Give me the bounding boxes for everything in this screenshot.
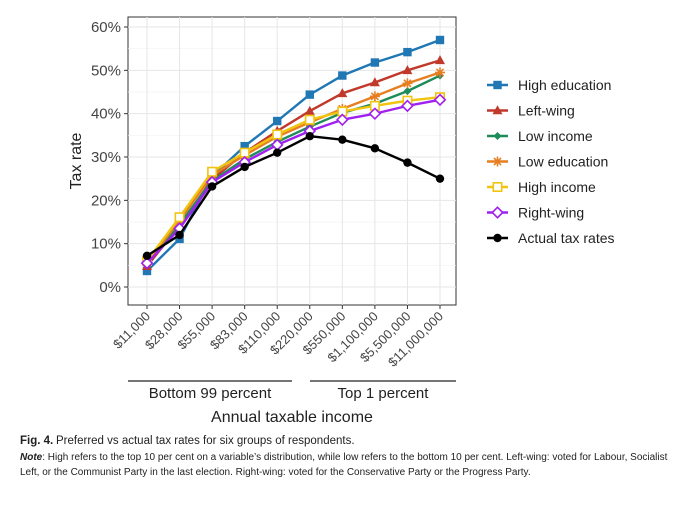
point-left-wing	[304, 105, 315, 115]
point-left-wing	[369, 77, 380, 87]
point-high-education	[370, 58, 380, 67]
income-groups: Bottom 99 percent Top 1 percent	[128, 380, 456, 402]
point-high-income	[174, 212, 185, 223]
point-left-wing	[402, 65, 413, 75]
point-right-wing	[401, 99, 414, 113]
caption-note: Note: High refers to the top 10 per cent…	[20, 450, 670, 481]
y-tick-label: 60%	[91, 19, 121, 36]
legend: High education Left-wing Low income Low edu…	[487, 77, 615, 246]
point-actual-tax-rates	[403, 158, 412, 167]
series-line-low-education	[146, 71, 441, 264]
y-tick-label: 0%	[99, 279, 121, 296]
y-axis-title: Tax rate	[68, 132, 85, 189]
series-line-high-education	[146, 38, 441, 272]
asterisk-stroke	[435, 68, 445, 77]
point-high-education	[240, 141, 249, 151]
note-text: : High refers to the top 10 per cent on …	[20, 451, 668, 479]
point-high-education	[305, 90, 314, 99]
point-high-education	[435, 35, 445, 45]
group-bottom-99-percent: Bottom 99 percent	[128, 380, 292, 402]
point-high-education	[273, 116, 282, 126]
asterisk-stroke	[493, 157, 502, 166]
point-right-wing	[368, 107, 382, 120]
legend-item-left-wing: Left-wing	[487, 103, 575, 119]
y-tick-label: 40%	[91, 106, 121, 123]
point-low-education	[402, 78, 413, 89]
figure-label: Fig. 4.	[20, 435, 54, 447]
point-left-wing	[435, 55, 445, 65]
series-line-actual-tax-rates	[146, 134, 441, 257]
series-line-low-income	[146, 74, 441, 263]
x-axis-title: Annual taxable income	[211, 409, 373, 426]
point-high-education	[403, 47, 412, 57]
legend-item-actual-tax-rates: Actual tax rates	[487, 230, 615, 246]
point-right-wing	[336, 113, 349, 127]
note-label: Note	[20, 451, 43, 463]
point-actual-tax-rates	[338, 135, 347, 144]
series-lines	[140, 35, 447, 276]
point-low-education	[369, 91, 380, 102]
point-high-income	[207, 166, 218, 177]
y-tick-label: 10%	[91, 236, 121, 253]
legend-marker-low-income	[493, 132, 502, 140]
legend-label-high-income: High income	[518, 179, 596, 195]
legend-marker-high-income	[492, 182, 503, 193]
legend-item-low-income: Low income	[487, 128, 593, 144]
point-right-wing	[433, 93, 447, 107]
y-tick-label: 30%	[91, 149, 121, 166]
point-actual-tax-rates	[370, 144, 380, 153]
point-left-wing	[337, 88, 348, 98]
asterisk-stroke	[403, 79, 412, 88]
point-actual-tax-rates	[305, 132, 314, 141]
legend-item-low-education: Low education	[487, 154, 608, 170]
point-actual-tax-rates	[435, 174, 445, 183]
point-actual-tax-rates	[175, 230, 184, 240]
legend-item-right-wing: Right-wing	[487, 205, 584, 221]
legend-label-low-education: Low education	[518, 154, 608, 170]
series-line-high-income	[146, 96, 441, 262]
asterisk-stroke	[370, 92, 379, 101]
point-actual-tax-rates	[207, 182, 217, 191]
figure-title: Preferred vs actual tax rates for six gr…	[56, 435, 355, 447]
legend-label-left-wing: Left-wing	[518, 103, 575, 119]
point-high-education	[142, 266, 152, 276]
y-tick-label: 50%	[91, 62, 121, 79]
group-label-top-1-percent: Top 1 percent	[338, 385, 430, 402]
legend-marker-right-wing	[491, 206, 504, 219]
group-label-bottom-99-percent: Bottom 99 percent	[149, 385, 272, 402]
legend-label-actual-tax-rates: Actual tax rates	[518, 230, 615, 246]
point-actual-tax-rates	[273, 148, 282, 157]
point-actual-tax-rates	[240, 162, 249, 172]
series-actual-tax-rates	[142, 132, 445, 260]
legend-marker-left-wing	[492, 105, 503, 115]
caption-title-line: Fig. 4. Preferred vs actual tax rates fo…	[20, 434, 670, 450]
legend-item-high-education: High education	[487, 77, 611, 93]
group-top-1-percent: Top 1 percent	[310, 380, 456, 402]
legend-marker-low-education	[492, 156, 503, 167]
point-right-wing	[140, 256, 154, 270]
legend-label-low-income: Low income	[518, 128, 593, 144]
legend-label-high-education: High education	[518, 77, 611, 93]
point-high-income	[239, 147, 250, 158]
series-line-right-wing	[146, 98, 441, 264]
tax-rate-chart: 0%10%20%30%40%50%60%$11,000$28,000$55,00…	[68, 16, 615, 426]
figure-caption: Fig. 4. Preferred vs actual tax rates fo…	[20, 434, 670, 481]
y-tick-label: 20%	[91, 192, 121, 209]
point-high-income	[272, 129, 283, 140]
legend-item-high-income: High income	[487, 179, 596, 195]
point-high-education	[338, 71, 347, 80]
point-actual-tax-rates	[142, 251, 152, 260]
point-low-education	[435, 67, 445, 78]
legend-label-right-wing: Right-wing	[518, 205, 584, 221]
point-low-income	[403, 87, 412, 96]
legend-marker-high-education	[493, 80, 502, 90]
point-high-income	[304, 114, 315, 125]
legend-marker-actual-tax-rates	[493, 233, 502, 243]
